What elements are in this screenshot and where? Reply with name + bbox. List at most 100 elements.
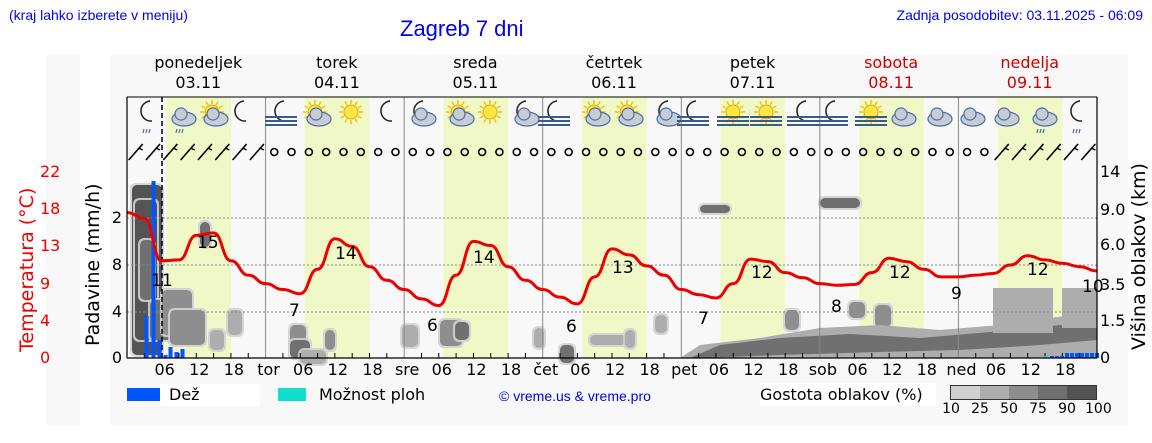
- x-tick: 18: [778, 360, 799, 379]
- moon-fog-icon: [816, 100, 848, 126]
- min-temp-label: 7: [698, 309, 709, 329]
- colorbar-segment: [1038, 386, 1067, 399]
- colorbar-tick: 25: [971, 401, 989, 417]
- max-temp-label: 12: [1027, 260, 1049, 280]
- colorbar-tick: 90: [1058, 401, 1076, 417]
- sun-cloud-icon: [446, 100, 475, 127]
- max-temp-label: 14: [335, 244, 357, 264]
- x-tick: 06: [985, 360, 1007, 379]
- x-tick: ned: [946, 360, 977, 379]
- cloud-rain-icon: [1032, 107, 1058, 134]
- x-tick: sob: [808, 360, 837, 379]
- colorbar-segment: [1067, 386, 1096, 399]
- day-label-1: ponedeljek 03.11: [133, 53, 263, 93]
- x-tick: 12: [1020, 360, 1041, 379]
- day-label-7: nedelja 09.11: [965, 53, 1095, 93]
- wind-barbs-row: [128, 143, 1096, 161]
- day-label-5: petek 07.11: [688, 53, 818, 93]
- x-tick: 06: [154, 360, 175, 379]
- precipitation-tick: 4: [111, 302, 122, 321]
- day-label-2: torek 04.11: [272, 53, 402, 93]
- location-hint-link[interactable]: (kraj lahko izberete v meniju): [9, 7, 188, 23]
- max-temp-label: 12: [889, 263, 911, 283]
- colorbar-segment: [980, 386, 1009, 399]
- precipitation-tick: 0: [111, 348, 122, 367]
- copyright-link[interactable]: © vreme.us & vreme.pro: [499, 388, 651, 404]
- sun-cloud-icon: [615, 100, 644, 127]
- day-date: 03.11: [175, 73, 222, 92]
- x-tick: 06: [708, 360, 730, 379]
- day-date: 04.11: [313, 73, 360, 92]
- temperature-tick: 22: [40, 162, 61, 181]
- day-date: 08.11: [868, 73, 915, 92]
- colorbar-segment: [951, 386, 980, 399]
- sun-fog-icon: [750, 100, 782, 126]
- moon-fog-icon: [677, 100, 709, 126]
- x-tick: čet: [533, 360, 559, 379]
- x-tick: 18: [916, 360, 937, 379]
- day-name: torek: [316, 53, 358, 72]
- cloud-density-shading: [130, 183, 1097, 366]
- min-temp-label: 10: [1082, 277, 1104, 297]
- x-tick: tor: [257, 360, 280, 379]
- cloud-icon: [960, 107, 986, 127]
- x-tick: 06: [847, 360, 868, 379]
- x-tick: 18: [639, 360, 660, 379]
- precipitation-tick: 2: [111, 208, 122, 227]
- sun-fog-icon: [855, 100, 887, 126]
- day-name: sreda: [453, 53, 498, 72]
- day-name: nedelja: [1000, 53, 1060, 72]
- cloud-icon: [994, 107, 1020, 127]
- min-temp-label: 6: [566, 317, 577, 337]
- cloud-density-colorbar: [950, 385, 1097, 400]
- max-temp-label: 13: [612, 258, 634, 278]
- max-temp-label: 14: [473, 248, 495, 268]
- x-tick: 12: [743, 360, 764, 379]
- colorbar-tick: 100: [1085, 401, 1112, 417]
- rain-legend-label: Dež: [169, 385, 200, 404]
- showers-legend-swatch: [278, 388, 306, 401]
- moon-cloud-icon: [656, 100, 682, 127]
- rain-legend-bg: [160, 384, 260, 406]
- moon-fog-icon: [265, 100, 297, 126]
- cloud-icon: [891, 107, 917, 127]
- showers-legend-label: Možnost ploh: [319, 385, 426, 404]
- min-temp-label: 7: [289, 301, 300, 321]
- min-temp-label: 8: [831, 297, 842, 317]
- x-tick: 06: [570, 360, 591, 379]
- day-date: 07.11: [729, 73, 776, 92]
- sun-cloud-icon: [582, 100, 611, 127]
- max-temp-label: 15: [197, 233, 219, 253]
- moon-rain-icon: [140, 100, 153, 134]
- moon-cloud-icon: [411, 100, 437, 127]
- cloud-icon: [927, 107, 953, 127]
- last-update-text: Zadnja posodobitev: 03.11.2025 - 06:09: [896, 7, 1143, 23]
- x-tick: 06: [293, 360, 314, 379]
- moon-rain-icon: [1070, 100, 1083, 134]
- day-name: ponedeljek: [154, 53, 243, 72]
- min-temp-label: 6: [427, 316, 438, 336]
- temperature-tick: 4: [40, 310, 51, 330]
- day-date: 09.11: [1006, 73, 1053, 92]
- x-tick: 06: [431, 360, 452, 379]
- x-tick: pet: [671, 360, 698, 379]
- day-label-6: sobota 08.11: [826, 53, 956, 93]
- plot-frame: [126, 96, 1098, 359]
- colorbar-tick: 50: [1000, 401, 1018, 417]
- sun-cloud-icon: [303, 100, 332, 127]
- sun-cloud-icon: [200, 100, 229, 127]
- day-date: 05.11: [452, 73, 499, 92]
- cloud-height-tick: 3.5: [1100, 275, 1126, 294]
- min-temp-label: 11: [151, 271, 173, 291]
- day-name: sobota: [864, 53, 919, 72]
- left-axis-panel: [46, 55, 80, 425]
- weather-icons-row: [140, 100, 1083, 134]
- max-temp-label: 12: [751, 263, 773, 283]
- temperature-tick: 13: [40, 236, 61, 256]
- day-name: petek: [729, 53, 776, 72]
- temperature-tick: 9: [40, 273, 51, 293]
- cloud-height-tick: 0: [1100, 348, 1111, 367]
- x-tick: 12: [466, 360, 487, 379]
- sun-icon: [478, 100, 502, 124]
- precipitation-tick: 8: [111, 255, 122, 274]
